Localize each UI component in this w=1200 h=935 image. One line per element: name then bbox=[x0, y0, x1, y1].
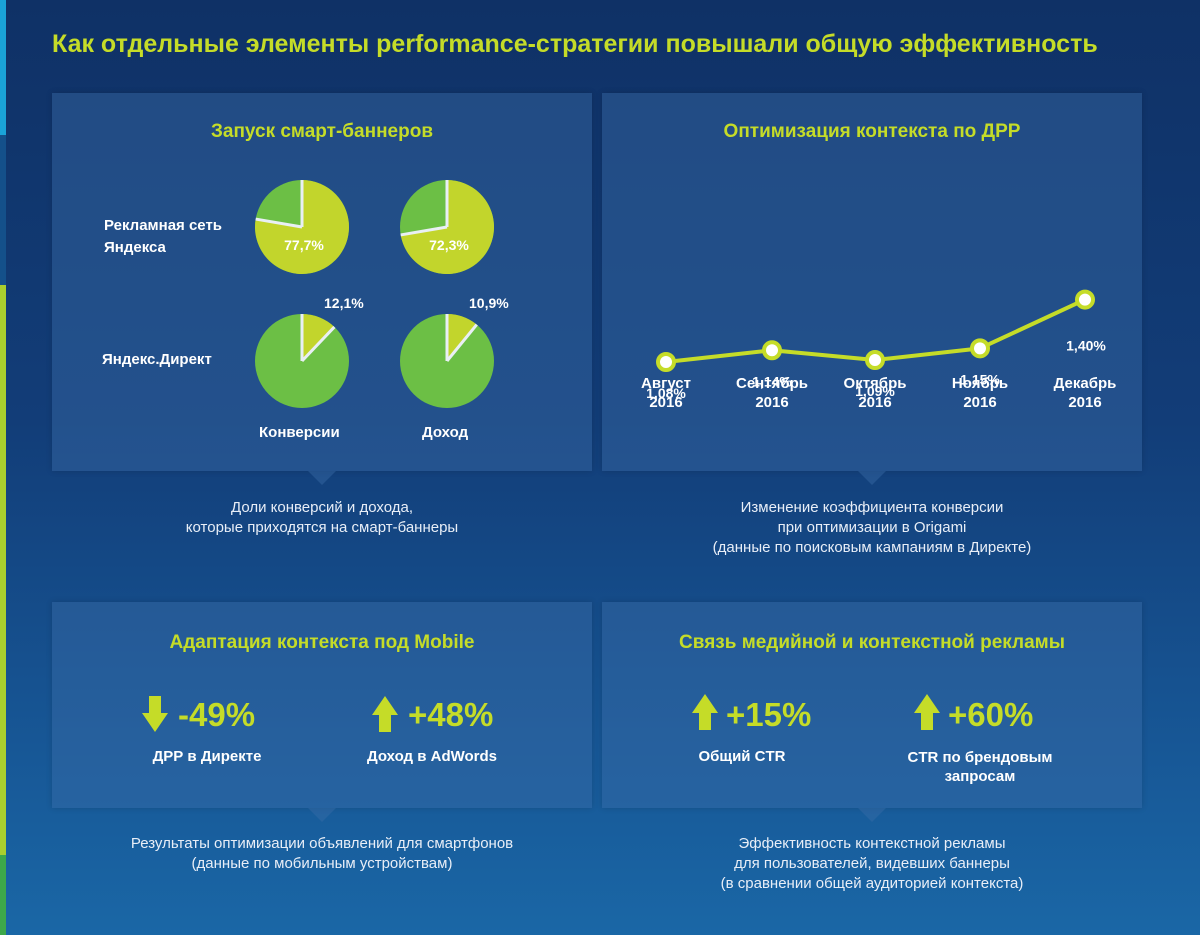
edge-accent-dark bbox=[0, 135, 6, 285]
line-value-label: 1,40% bbox=[1066, 338, 1106, 354]
pie-value-label: 10,9% bbox=[469, 295, 509, 311]
line-point bbox=[656, 352, 676, 372]
panel-media-title: Связь медийной и контекстной рекламы bbox=[679, 632, 1065, 653]
x-tick-label: Октябрь bbox=[844, 375, 907, 392]
x-tick-label: 2016 bbox=[1068, 394, 1101, 411]
row-label-network: Рекламная сеть Яндекса bbox=[104, 217, 223, 256]
caption-smart-banners: Доли конверсий и дохода, которые приходя… bbox=[185, 499, 459, 536]
pie-divider bbox=[300, 325, 336, 363]
panel-smart-banners-title: Запуск смарт-баннеров bbox=[210, 121, 434, 142]
line-value-label: 1,14% bbox=[752, 373, 792, 389]
line-value-label: 1,15% bbox=[960, 371, 1000, 387]
x-tick-label: 2016 bbox=[755, 394, 788, 411]
pie-divider bbox=[255, 217, 303, 229]
edge-accent-lime bbox=[0, 285, 6, 855]
pie-value-label: 77,7% bbox=[284, 237, 324, 253]
metric-drr-direct-label: ДРР в Директе bbox=[152, 748, 262, 765]
line-value-label: 1,09% bbox=[855, 383, 895, 399]
row-label-direct: Яндекс.Директ bbox=[102, 351, 212, 368]
metric-adwords-value: +48% bbox=[408, 696, 494, 733]
caption-mobile: Результаты оптимизации объявлений для см… bbox=[130, 835, 514, 872]
pie-slice-1-0 bbox=[302, 314, 335, 361]
x-tick-label: 2016 bbox=[858, 394, 891, 411]
pie-value-label: 12,1% bbox=[324, 295, 364, 311]
line-point bbox=[1075, 289, 1095, 310]
line-point bbox=[762, 340, 782, 361]
x-tick-label: 2016 bbox=[963, 394, 996, 411]
x-tick-label: Ноябрь bbox=[952, 375, 1008, 392]
panel-mobile-title: Адаптация контекста под Mobile bbox=[169, 632, 475, 653]
arrow-up-icon bbox=[914, 694, 940, 730]
pie-divider bbox=[400, 225, 448, 237]
pie-slice-1-1 bbox=[447, 314, 477, 361]
caption-drr: Изменение коэффициента конверсии при опт… bbox=[712, 499, 1032, 556]
panel-drr: Оптимизация контекста по ДРР 1,08% Август… bbox=[602, 93, 1142, 485]
arrow-up-icon bbox=[372, 696, 398, 732]
x-tick-label: Декабрь bbox=[1054, 375, 1117, 392]
x-tick-label: Сентябрь bbox=[736, 375, 808, 392]
line-point bbox=[970, 338, 990, 359]
panel-drr-title: Оптимизация контекста по ДРР bbox=[723, 121, 1021, 142]
line-value-label: 1,08% bbox=[646, 385, 686, 401]
caption-media: Эффективность контекстной рекламы для по… bbox=[720, 835, 1024, 892]
metric-ctr-value: +15% bbox=[726, 696, 812, 733]
edge-accent-green bbox=[0, 855, 6, 935]
metric-brand-ctr-label: CTR по брендовым запросам bbox=[907, 749, 1053, 785]
panel-smart-banners: Запуск смарт-баннеров Рекламная сеть Янд… bbox=[52, 93, 592, 485]
metric-drr-direct-value: -49% bbox=[178, 696, 256, 733]
col-label-income: Доход bbox=[422, 424, 469, 441]
metric-adwords-label: Доход в AdWords bbox=[366, 748, 498, 765]
arrow-down-icon bbox=[142, 696, 168, 732]
line-chart: 1,08%Август20161,14%Сентябрь20161,09%Окт… bbox=[641, 289, 1117, 411]
panel-mobile: Адаптация контекста под Mobile -49% ДРР … bbox=[52, 602, 592, 822]
metric-brand-ctr-value: +60% bbox=[948, 696, 1034, 733]
edge-accent-top bbox=[0, 0, 6, 135]
x-tick-label: 2016 bbox=[649, 394, 682, 411]
page-title: Как отдельные элементы performance-страт… bbox=[52, 30, 1098, 58]
pie-charts: 77,7% 72,3% 12,1% 10,9% bbox=[254, 180, 509, 408]
panel-media: Связь медийной и контекстной рекламы +15… bbox=[602, 602, 1142, 822]
x-tick-label: Август bbox=[641, 375, 691, 392]
pie-value-label: 72,3% bbox=[429, 237, 469, 253]
arrow-up-icon bbox=[692, 694, 718, 730]
col-label-conversions: Конверсии bbox=[259, 424, 340, 441]
pie-divider bbox=[445, 323, 478, 362]
line-point bbox=[865, 350, 885, 371]
metric-ctr-label: Общий CTR bbox=[698, 748, 786, 765]
